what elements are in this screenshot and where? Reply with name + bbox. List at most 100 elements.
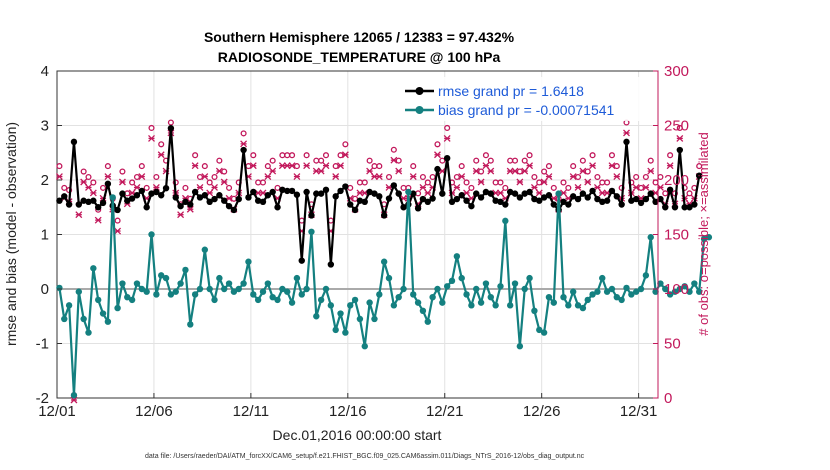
obs-possible-point [492, 179, 499, 186]
rmse-point [676, 146, 684, 154]
rmse-point [167, 125, 175, 132]
obs-possible-point [255, 179, 262, 186]
bias-point [419, 307, 427, 314]
obs-possible-point [138, 163, 145, 170]
rmse-point [550, 201, 557, 208]
bias-point [216, 274, 223, 282]
obs-assimilated-point [341, 151, 349, 159]
obs-possible-point [337, 152, 344, 159]
rmse-point [516, 194, 524, 201]
rmse-point [162, 184, 170, 192]
rmse-point [356, 197, 364, 204]
bias-point [540, 329, 548, 336]
obs-assimilated-point [526, 162, 534, 170]
obs-possible-point [545, 163, 552, 170]
obs-assimilated-point [540, 178, 548, 186]
bias-point [642, 272, 650, 279]
bias-point [138, 285, 146, 293]
x-tick-label: 12/26 [523, 403, 561, 420]
bias-point [511, 280, 519, 287]
obs-assimilated-point [186, 205, 194, 213]
bias-point [303, 285, 310, 293]
obs-assimilated-point [511, 167, 519, 175]
obs-possible-point [366, 157, 373, 164]
bias-point [536, 326, 543, 334]
rmse-point [274, 204, 281, 211]
obs-possible-point [129, 179, 136, 186]
rmse-point [521, 190, 528, 197]
obs-possible-point [385, 173, 393, 181]
bias-point [371, 315, 378, 323]
bias-point [569, 288, 577, 295]
rmse-point [395, 190, 402, 197]
bias-point [298, 291, 305, 298]
bias-point [332, 326, 339, 334]
bias-point [158, 272, 165, 279]
y-right-tick-label: 250 [664, 118, 689, 135]
bias-point [390, 302, 398, 309]
obs-possible-point [395, 157, 402, 164]
rmse-point [473, 190, 480, 197]
bias-point [545, 293, 553, 301]
bias-point [424, 318, 431, 325]
bias-point [632, 288, 640, 295]
bias-point [366, 299, 373, 306]
y-right-tick-label: 300 [664, 63, 689, 80]
obs-assimilated-point [240, 140, 248, 148]
bias-point [497, 283, 504, 290]
obs-possible-point [133, 173, 141, 181]
obs-assimilated-point [584, 178, 592, 186]
obs-assimilated-point [303, 162, 311, 170]
obs-possible-point [482, 152, 489, 159]
bias-point [274, 296, 281, 304]
x-tick-label: 12/31 [620, 403, 658, 420]
bias-point [361, 343, 368, 350]
rmse-point [589, 187, 596, 195]
obs-possible-point [599, 179, 606, 186]
rmse-point [385, 195, 393, 202]
rmse-point [492, 197, 499, 204]
rmse-point [599, 198, 606, 205]
bias-point [342, 329, 349, 336]
legend-bias-marker [415, 106, 424, 114]
series-layer [56, 125, 713, 399]
obs-assimilated-point [94, 216, 102, 224]
rmse-point [303, 188, 310, 196]
rmse-point [681, 204, 688, 211]
obs-assimilated-point [55, 173, 63, 181]
rmse-point [695, 172, 703, 179]
obs-assimilated-point [535, 189, 543, 197]
bias-point [351, 296, 359, 304]
bias-point [623, 284, 630, 292]
bias-point [99, 310, 107, 317]
rmse-point [75, 201, 83, 208]
rmse-point [647, 190, 654, 197]
bias-point [196, 285, 204, 293]
y-axis-label-right: # of obs: o=possible; ×=assimilated [696, 132, 711, 335]
obs-assimilated-point [530, 183, 538, 191]
bias-point [250, 291, 257, 298]
rmse-point [138, 187, 146, 195]
bias-point [506, 302, 514, 309]
bias-point [584, 296, 591, 304]
rmse-point [623, 138, 630, 146]
obs-assimilated-point [395, 167, 403, 175]
obs-assimilated-point [152, 183, 160, 191]
bias-point [705, 234, 713, 241]
bias-point [560, 293, 567, 301]
obs-possible-point [526, 152, 533, 159]
y-left-tick-label: 2 [41, 172, 49, 189]
rmse-point [177, 202, 184, 210]
obs-assimilated-point [249, 162, 257, 170]
obs-possible-point [264, 163, 271, 170]
obs-possible-point [269, 157, 276, 164]
bias-point [90, 265, 97, 272]
obs-possible-point [158, 141, 165, 148]
obs-assimilated-point [104, 173, 112, 181]
obs-assimilated-point [521, 167, 529, 175]
obs-assimilated-point [487, 167, 495, 175]
rmse-point [114, 206, 121, 214]
rmse-point [618, 201, 625, 208]
obs-possible-point [356, 179, 363, 186]
bias-point [259, 288, 267, 295]
